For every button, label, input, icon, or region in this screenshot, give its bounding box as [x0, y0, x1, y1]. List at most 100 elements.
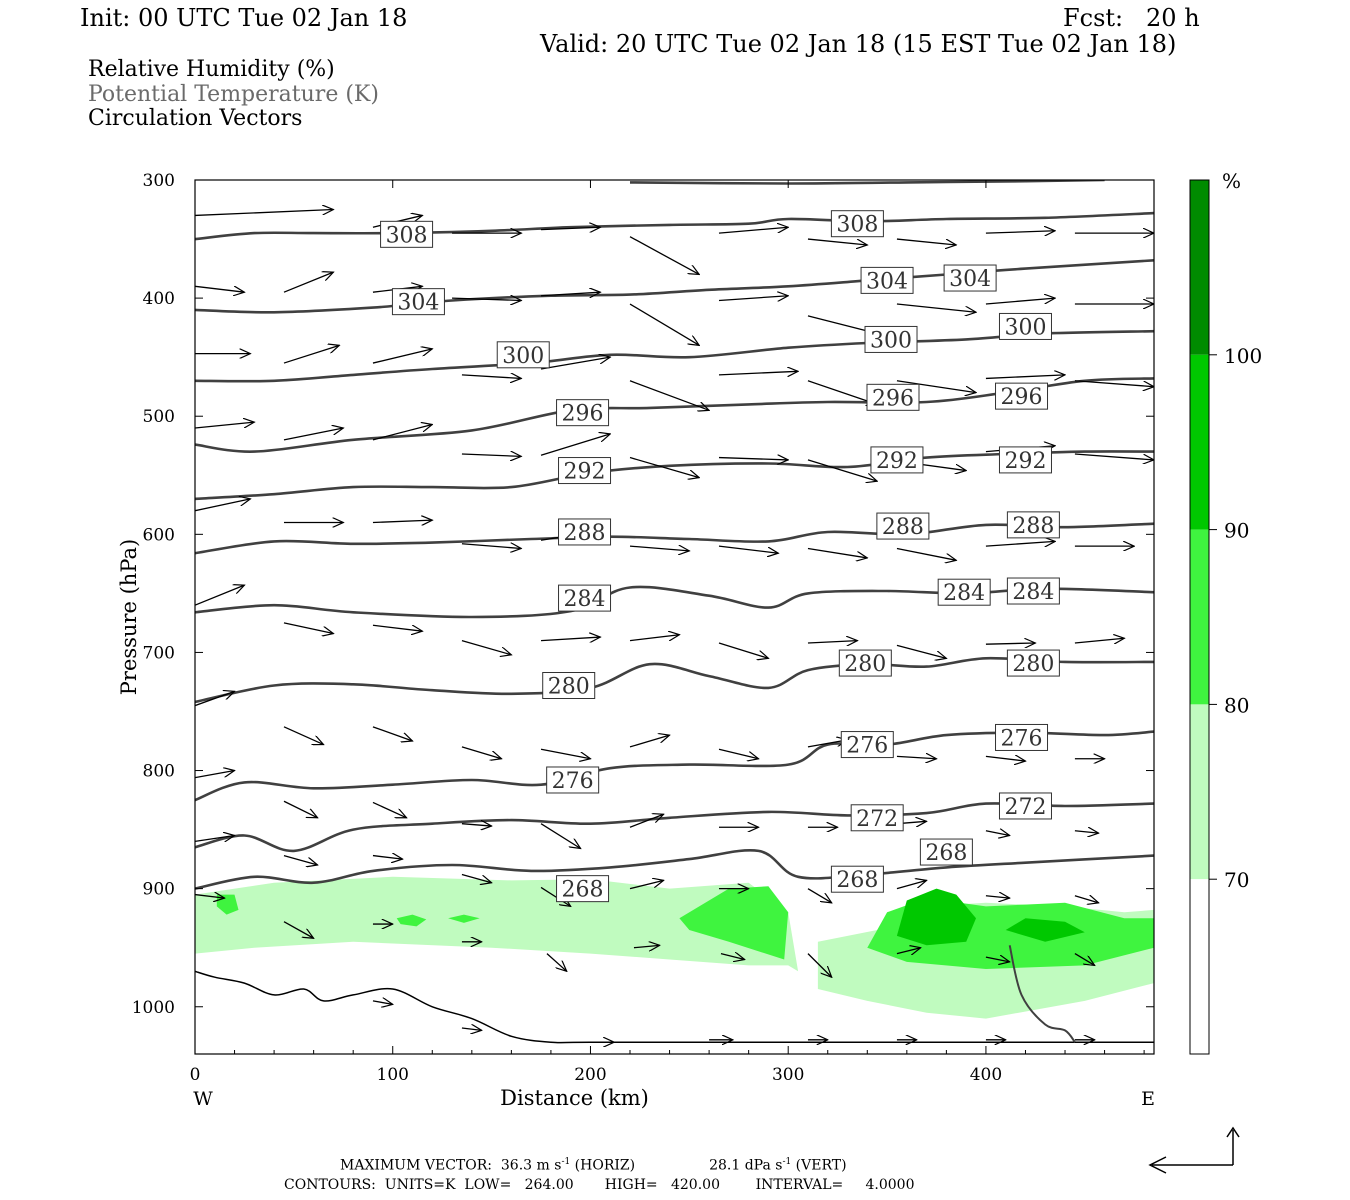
circulation-vector — [985, 231, 1055, 233]
circulation-vector — [1074, 380, 1154, 387]
circulation-vector — [461, 544, 521, 549]
contour-label-box — [998, 446, 1052, 474]
contour-label-text: 276 — [1001, 726, 1043, 751]
circulation-vector — [540, 357, 610, 370]
contour-label-text: 300 — [870, 328, 912, 353]
vert-value: 28.1 dPa s — [709, 1157, 783, 1174]
y-axis-label: Pressure (hPa) — [117, 539, 141, 695]
contour-label-text: 284 — [1012, 580, 1054, 605]
contour-label-text: 268 — [925, 841, 967, 866]
contour-label-276: 276 — [840, 731, 894, 759]
circulation-vector — [283, 272, 333, 293]
circulation-vector — [718, 296, 788, 301]
circulation-vector — [985, 756, 1026, 761]
circulation-vector — [372, 424, 432, 441]
contour-label-text: 288 — [1012, 514, 1054, 539]
circulation-vector — [540, 886, 571, 906]
contour-label-box — [496, 341, 550, 369]
plot-axes: 300 400 500 600 700 800 900 1000 0 100 200 300 400 Di… — [117, 171, 1155, 1110]
contour-label-text: 268 — [836, 868, 878, 893]
contour-label-292: 292 — [558, 457, 612, 485]
y-tick-label: 500 — [143, 407, 175, 427]
circulation-vector — [629, 635, 679, 642]
circulation-vector — [195, 585, 244, 606]
contour-label-296: 296 — [995, 382, 1049, 410]
circulation-vector — [540, 434, 610, 456]
circulation-vector — [629, 546, 689, 551]
contour-label-box — [1006, 649, 1060, 677]
circulation-vector — [629, 814, 664, 828]
circulation-vector — [896, 644, 946, 658]
circulation-vector — [372, 349, 432, 364]
contour-label-text: 296 — [872, 386, 914, 411]
contour-label-272: 272 — [998, 792, 1052, 820]
colorbar-segment — [1190, 704, 1209, 880]
contour-label-box — [998, 312, 1052, 340]
circulation-vector — [461, 1028, 482, 1030]
contour-label-box — [556, 875, 610, 903]
circulation-vector — [985, 541, 1055, 546]
colorbar-segment — [1190, 180, 1209, 355]
contour-label-text: 296 — [562, 402, 604, 427]
circulation-vector — [195, 691, 235, 707]
y-tick-label: 700 — [143, 643, 175, 663]
forecast-hour: Fcst: 20 h — [1063, 4, 1200, 32]
colorbar: % 70 80 90 100 — [1189, 169, 1262, 1055]
contour-label-288: 288 — [558, 518, 612, 546]
colorbar-unit: % — [1222, 169, 1241, 193]
contour-label-box — [870, 446, 924, 474]
contour-label-text: 288 — [882, 515, 924, 540]
circulation-vector — [372, 726, 413, 741]
rh-region-80 — [679, 886, 789, 960]
circulation-vector — [807, 238, 867, 245]
contour-label-text: 284 — [943, 581, 985, 606]
contour-label-280: 280 — [542, 672, 596, 700]
circulation-vector — [461, 746, 502, 759]
colorbar-label: 90 — [1224, 519, 1249, 543]
x-tick-label: 0 — [190, 1065, 201, 1085]
y-tick-label: 400 — [143, 289, 175, 309]
contour-label-box — [558, 457, 612, 485]
theta-contour-304 — [195, 259, 1154, 314]
rh-region-80 — [396, 914, 427, 927]
circulation-vector — [896, 948, 921, 954]
plot-frame — [194, 179, 1155, 1055]
circulation-vector — [283, 726, 324, 745]
rh-region-70 — [195, 876, 799, 972]
theta-contour-312 — [629, 180, 1105, 185]
circulation-vector — [372, 856, 403, 860]
circulation-vector — [283, 800, 318, 818]
contour-info: CONTOURS: UNITS=K LOW= 264.00 HIGH= 420.… — [284, 1177, 915, 1193]
circulation-vector — [985, 957, 1010, 962]
circulation-vector — [718, 748, 759, 758]
rh-region-90 — [896, 888, 976, 946]
terrain-path — [195, 970, 1154, 1044]
x-axis-label: Distance (km) — [500, 1086, 649, 1110]
circulation-vector — [1074, 831, 1099, 833]
x-tick-label: 300 — [772, 1065, 804, 1085]
circulation-vector — [718, 642, 768, 658]
contour-label-text: 280 — [844, 652, 886, 677]
contour-label-272: 272 — [850, 804, 904, 832]
contour-label-text: 296 — [1001, 385, 1043, 410]
max-vector-label: MAXIMUM VECTOR: — [340, 1157, 492, 1174]
circulation-vector — [629, 380, 709, 411]
contour-label-box — [995, 382, 1049, 410]
contour-label-288: 288 — [876, 512, 930, 540]
circulation-vector — [461, 639, 511, 655]
contour-label-text: 288 — [564, 521, 606, 546]
circulation-vector — [985, 298, 1055, 305]
circulation-vector — [985, 643, 1035, 644]
contour-label-box — [1006, 577, 1060, 605]
contour-label-276: 276 — [995, 723, 1049, 751]
contour-label-box — [840, 731, 894, 759]
circulation-vector — [718, 458, 788, 460]
circulation-vector — [452, 298, 521, 300]
circulation-vector — [985, 831, 1010, 836]
contour-label-292: 292 — [998, 446, 1052, 474]
circulation-vector — [1074, 453, 1154, 460]
circulation-vector — [896, 380, 976, 393]
circulation-vector — [372, 520, 432, 522]
x-tick-label: 100 — [377, 1065, 409, 1085]
